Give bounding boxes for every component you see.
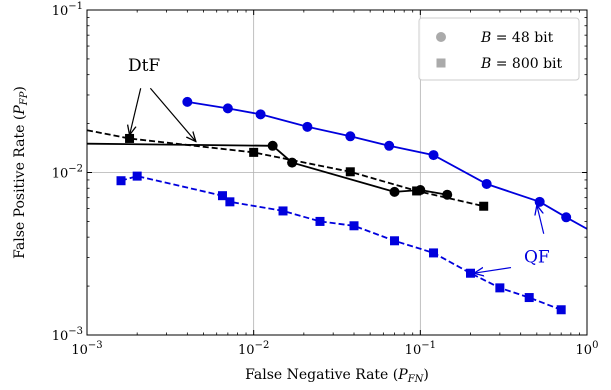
y-axis-label-subscript: FP [19, 91, 30, 106]
x-tick-exponent: −2 [255, 340, 270, 351]
series-qf-48 [182, 96, 587, 230]
data-point-qf-48 [345, 131, 356, 142]
y-tick-label: 10−1 [52, 1, 83, 19]
x-tick-label: 10−1 [405, 340, 436, 358]
annotation-arrow-qf [537, 205, 545, 234]
annotation-qf: QF [474, 205, 550, 273]
data-point-dtf-800 [249, 147, 259, 157]
data-point-qf-800 [390, 236, 400, 246]
data-point-qf-800 [116, 176, 126, 186]
data-point-dtf-800 [479, 201, 489, 211]
legend-label-var: B [480, 30, 491, 46]
data-point-qf-800 [132, 171, 142, 181]
data-point-dtf-48 [389, 186, 400, 197]
data-point-qf-48 [384, 140, 395, 151]
x-tick-exponent: 0 [592, 340, 598, 351]
annotation-dtf: DtF [128, 56, 196, 141]
y-axis-label: False Positive Rate (PFP) [12, 86, 30, 259]
x-axis-label-text: ) [423, 367, 428, 383]
legend-box [418, 17, 580, 81]
data-point-qf-48 [481, 178, 492, 189]
annotation-arrow-dtf [149, 87, 196, 141]
legend-label: B = 800 bit [480, 56, 563, 72]
x-tick-base: 10 [71, 343, 88, 358]
data-point-qf-800 [556, 305, 566, 315]
series-line-qf-48 [187, 101, 587, 230]
annotation-arrow-dtf [130, 88, 142, 135]
x-tick-label: 10−3 [71, 340, 102, 358]
data-point-qf-800 [217, 191, 227, 201]
data-point-dtf-800 [412, 186, 422, 196]
data-point-qf-800 [315, 216, 325, 226]
series-line-dtf-800 [87, 129, 484, 208]
y-tick-base: 10 [52, 4, 69, 19]
y-tick-label: 10−2 [52, 164, 83, 182]
legend-label-text: = 48 bit [491, 30, 553, 46]
y-tick-exponent: −3 [68, 326, 83, 337]
legend-label-text: = 800 bit [491, 56, 562, 72]
data-point-qf-48 [561, 212, 572, 223]
x-axis-label-symbol: P [397, 367, 408, 383]
y-tick-exponent: −2 [68, 164, 83, 175]
x-tick-exponent: −1 [421, 340, 436, 351]
series-line-qf-800 [120, 175, 562, 311]
x-tick-base: 10 [576, 343, 593, 358]
data-point-dtf-800 [125, 133, 135, 143]
data-point-qf-800 [349, 221, 359, 231]
data-point-qf-800 [225, 197, 235, 207]
y-tick-label: 10−3 [52, 326, 83, 344]
x-tick-exponent: −3 [88, 340, 103, 351]
y-tick-base: 10 [52, 167, 69, 182]
y-tick-exponent: −1 [68, 1, 83, 12]
data-point-qf-800 [278, 206, 288, 216]
x-axis-label: False Negative Rate (PFN) [245, 367, 429, 385]
x-tick-base: 10 [238, 343, 255, 358]
data-point-qf-48 [428, 150, 439, 161]
x-tick-label: 100 [576, 340, 599, 358]
data-point-qf-48 [222, 103, 233, 114]
data-point-qf-48 [182, 96, 193, 107]
annotation-arrow-qf [474, 268, 512, 274]
data-point-dtf-800 [345, 167, 355, 177]
series-line-dtf-48 [87, 121, 448, 196]
series-dtf-800 [87, 129, 489, 211]
data-point-dtf-48 [267, 140, 278, 151]
data-point-qf-48 [534, 196, 545, 207]
data-point-qf-800 [524, 293, 534, 303]
x-tick-label: 10−2 [238, 340, 269, 358]
series-layer [87, 96, 587, 315]
y-axis-label-text: ) [12, 86, 28, 91]
data-point-qf-48 [302, 121, 313, 132]
annotation-label-qf: QF [524, 247, 550, 267]
legend-label-var: B [480, 56, 491, 72]
y-axis-label-text: False Positive Rate ( [12, 115, 28, 259]
legend-marker-square [436, 58, 446, 68]
y-tick-base: 10 [52, 329, 69, 344]
data-point-qf-800 [466, 268, 476, 278]
legend-label: B = 48 bit [480, 30, 554, 46]
annotation-label-dtf: DtF [128, 56, 160, 76]
x-axis-label-subscript: FN [407, 374, 425, 385]
legend-marker-circle [436, 32, 446, 42]
series-qf-800 [116, 171, 566, 315]
data-point-qf-800 [429, 248, 439, 258]
annotations: DtF QF [128, 56, 550, 273]
y-axis-label-symbol: P [12, 105, 28, 116]
x-axis-label-text: False Negative Rate ( [245, 367, 398, 383]
data-point-qf-800 [495, 283, 505, 293]
data-point-qf-48 [255, 109, 266, 120]
x-tick-base: 10 [405, 343, 422, 358]
